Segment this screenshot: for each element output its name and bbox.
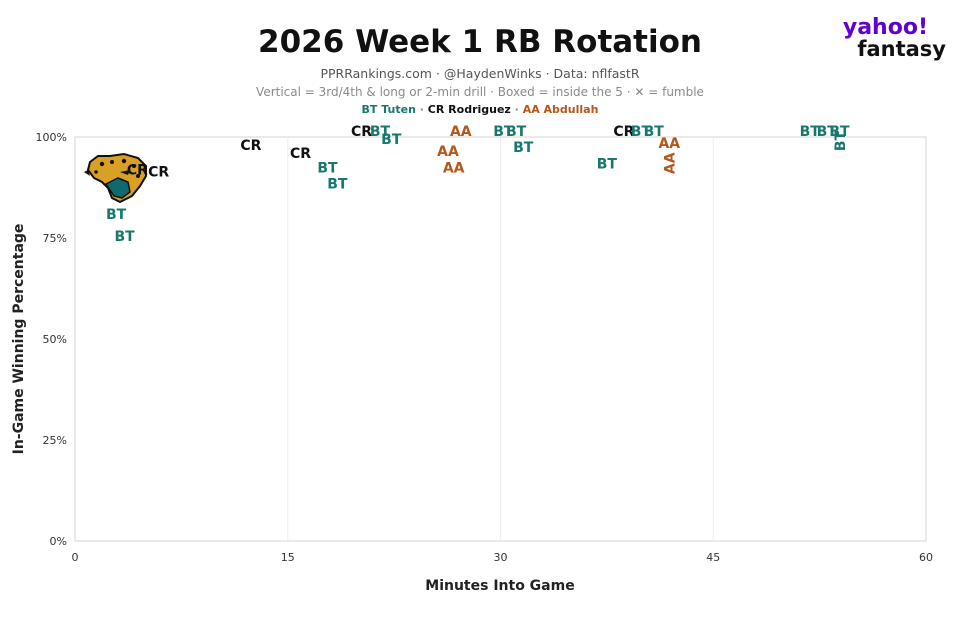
x-tick-label: 60 xyxy=(919,551,933,564)
data-points: CR CRBTBTCRCRBTBTCRBTBTAAAAAABTBTBTCRBTBT… xyxy=(106,124,850,245)
data-point-cr: CR xyxy=(613,124,634,140)
legend-entry: AA Abdullah xyxy=(523,103,599,116)
x-axis-ticks: 0 15 30 45 60 xyxy=(72,551,934,564)
x-tick-label: 45 xyxy=(706,551,720,564)
chart-legend: BT Tuten · CR Rodriguez · AA Abdullah xyxy=(362,103,599,116)
x-tick-label: 15 xyxy=(281,551,295,564)
data-point-bt: BT xyxy=(833,130,849,151)
data-point-bt: BT xyxy=(506,124,527,140)
data-point-cr: CR xyxy=(351,124,372,140)
data-point-cr: CR xyxy=(240,138,261,154)
data-point-bt: BT xyxy=(115,229,136,245)
data-point-bt: BT xyxy=(327,176,348,192)
data-point-cr: CR xyxy=(148,164,169,180)
jaguar-head-icon xyxy=(84,152,147,204)
data-point-bt: BT xyxy=(317,160,338,176)
data-point-aa: AA xyxy=(663,152,679,174)
y-tick-label: 50% xyxy=(43,333,67,346)
y-tick-label: 0% xyxy=(50,535,67,548)
legend-entry: · xyxy=(511,103,523,116)
data-point-aa: AA xyxy=(450,124,472,140)
yahoo-fantasy-logo: yahoo! fantasy xyxy=(843,15,946,61)
data-point-aa: AA xyxy=(437,144,459,160)
data-point-bt: BT xyxy=(106,207,127,223)
chart-note: Vertical = 3rd/4th & long or 2-min drill… xyxy=(256,85,704,99)
y-tick-label: 100% xyxy=(36,131,67,144)
x-axis-label: Minutes Into Game xyxy=(425,578,574,594)
x-tick-label: 30 xyxy=(494,551,508,564)
y-axis-label: In-Game Winning Percentage xyxy=(11,224,27,455)
legend-entry: · xyxy=(416,103,428,116)
data-point-bt: BT xyxy=(513,140,534,156)
x-tick-label: 0 xyxy=(72,551,79,564)
data-point-bt: BT xyxy=(829,124,850,140)
chart-title: 2026 Week 1 RB Rotation xyxy=(258,24,702,60)
y-tick-label: 25% xyxy=(43,434,67,447)
data-point-aa: AA xyxy=(658,136,680,152)
data-point-bt: BT xyxy=(597,156,618,172)
data-point-bt: BT xyxy=(817,124,838,140)
data-point-bt: BT xyxy=(644,124,665,140)
gridlines xyxy=(287,137,714,541)
data-point-bt: BT xyxy=(381,132,402,148)
y-tick-label: 75% xyxy=(43,232,67,245)
legend-entry: BT Tuten xyxy=(362,103,416,116)
data-point-cr: CR xyxy=(127,162,148,178)
data-point-bt: BT xyxy=(370,124,391,140)
data-point-bt: BT xyxy=(800,124,821,140)
data-point-aa: AA xyxy=(443,160,465,176)
logo-line-1: yahoo! xyxy=(843,15,928,40)
data-point-cr: CR xyxy=(290,146,311,162)
data-point-bt: BT xyxy=(493,124,514,140)
data-point-bt: BT xyxy=(631,124,652,140)
logo-line-2: fantasy xyxy=(857,37,946,61)
chart-subtitle: PPRRankings.com · @HaydenWinks · Data: n… xyxy=(320,66,639,81)
legend-entry: CR Rodriguez xyxy=(428,103,511,116)
plot-area: 0 15 30 45 60 0%25%50%75%100% CR CRBTBTCRCRBT… xyxy=(36,124,933,564)
y-axis-ticks: 0% 25% 50% 75% 100% xyxy=(36,131,67,548)
